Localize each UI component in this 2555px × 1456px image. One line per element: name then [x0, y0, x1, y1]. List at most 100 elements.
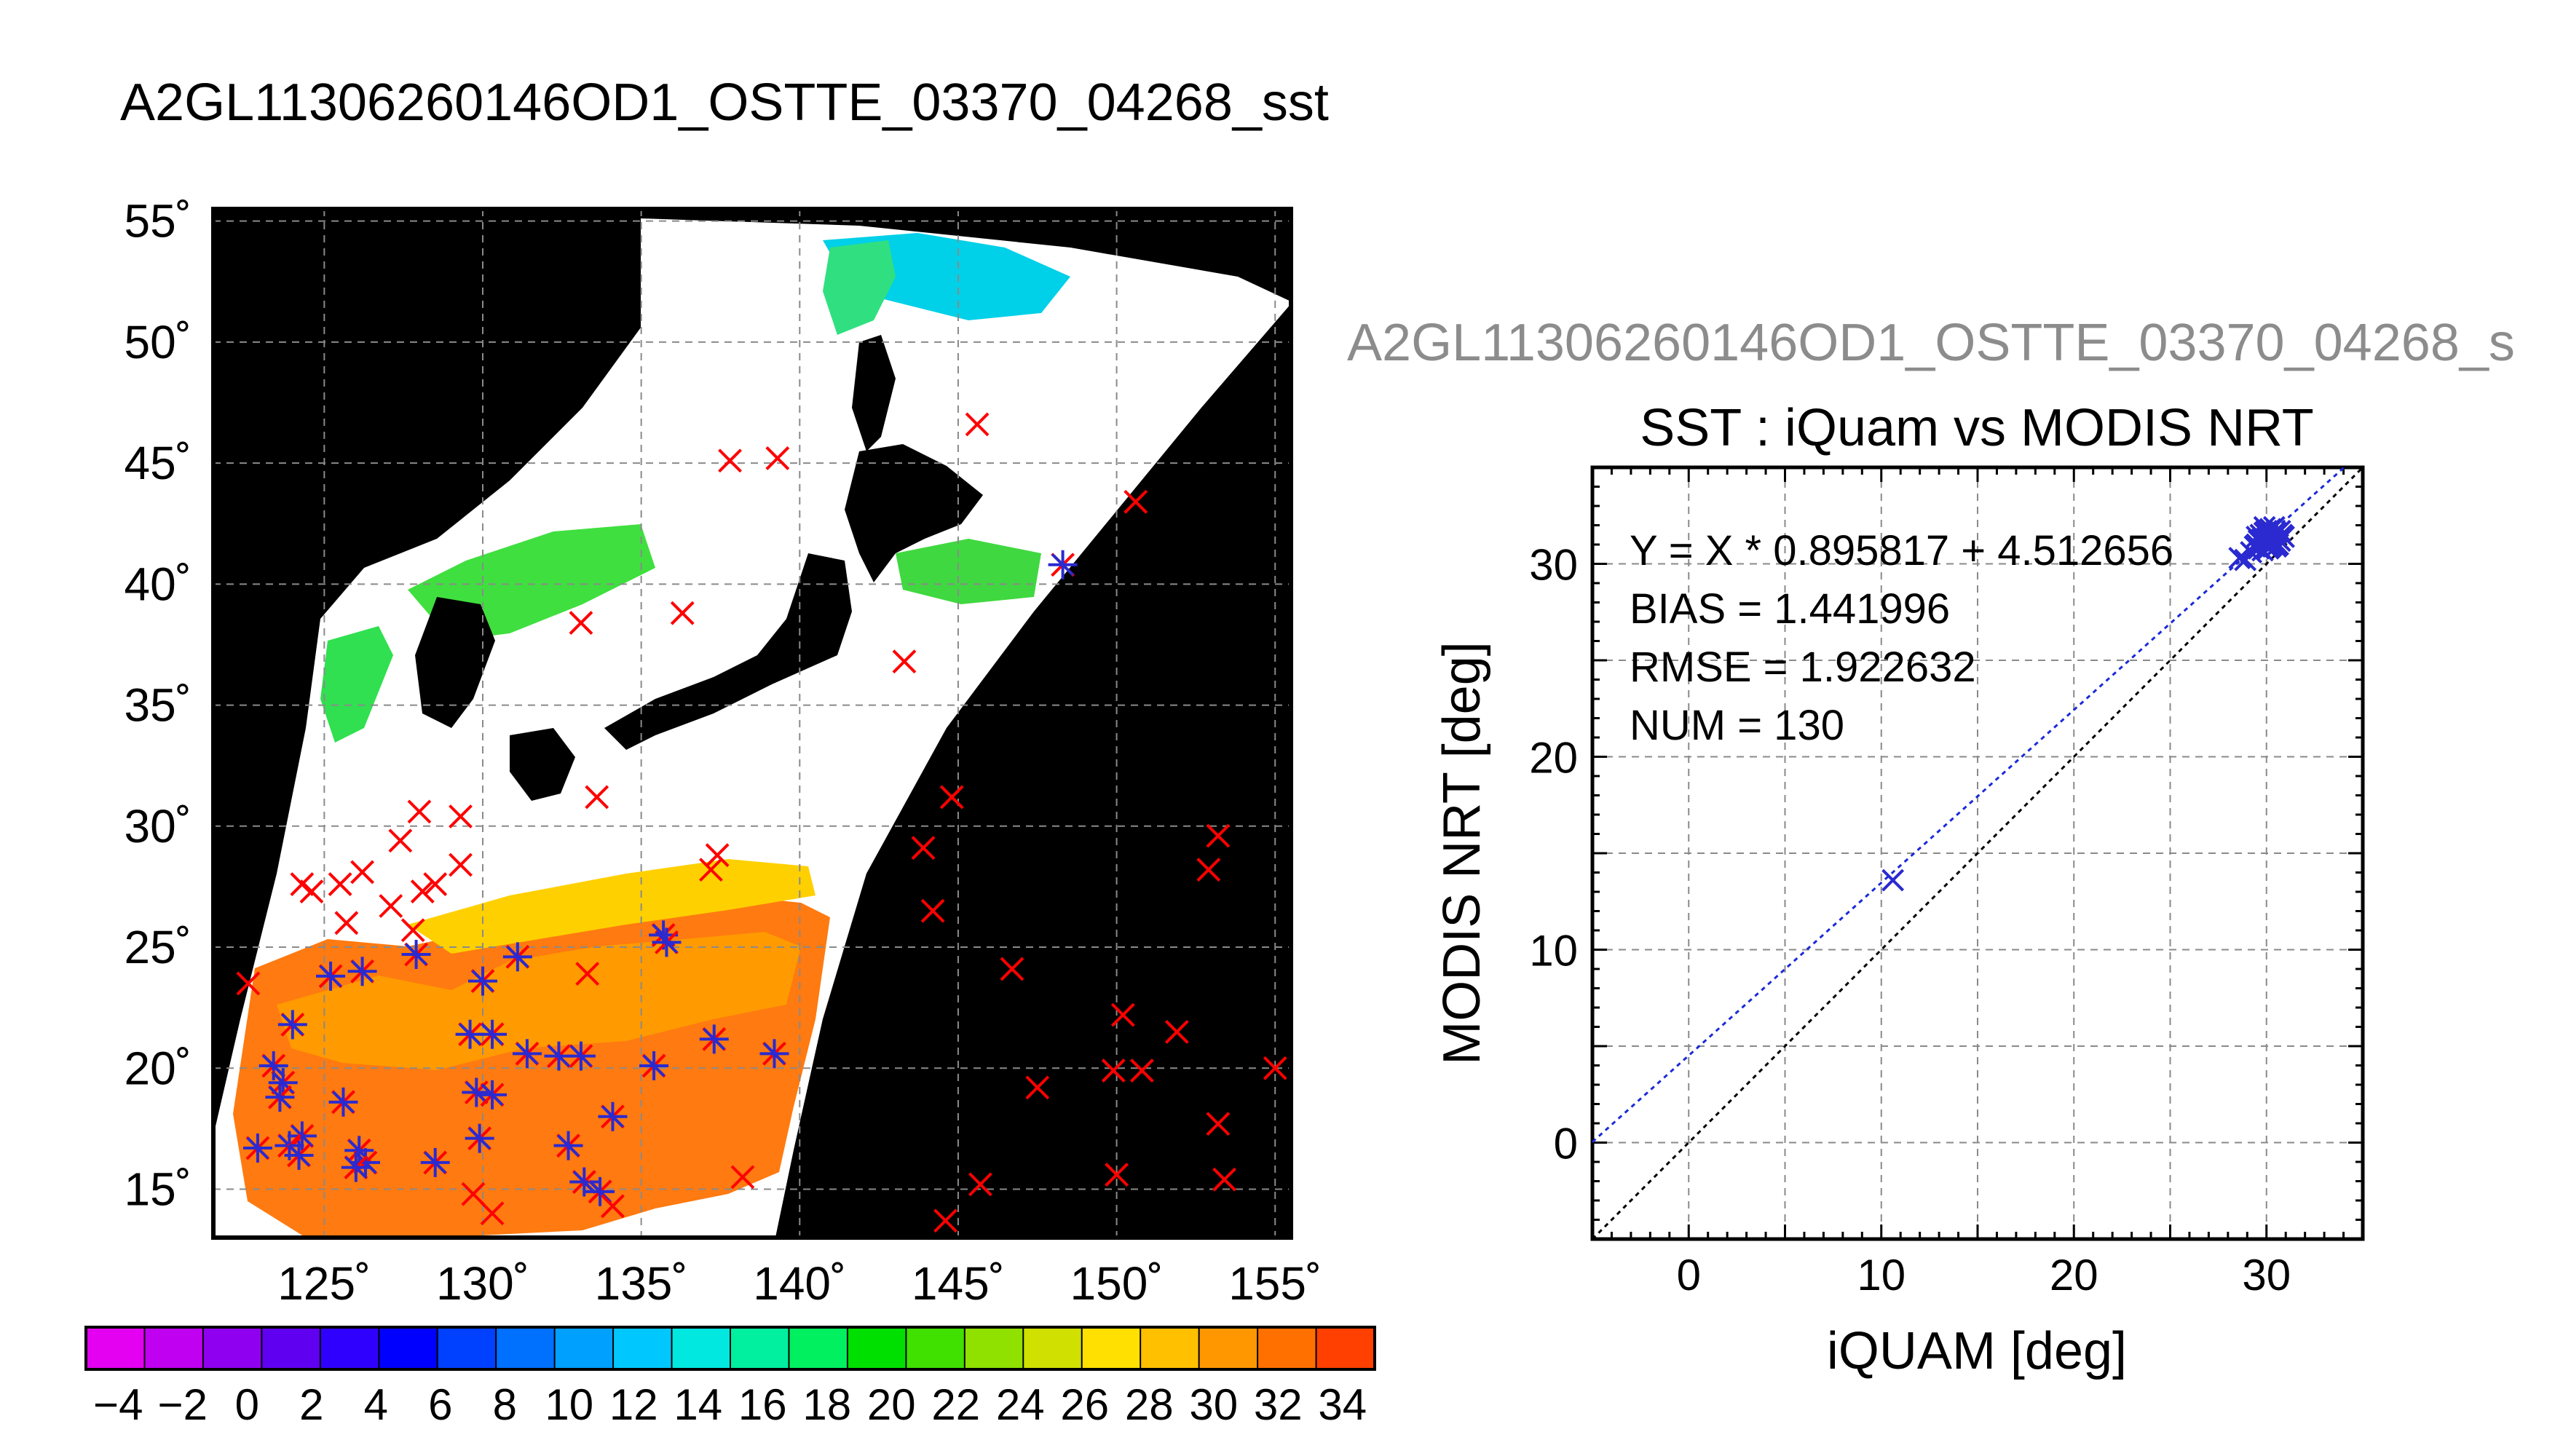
map-marker-insitu-stroke-b — [334, 911, 359, 935]
colorbar: −4 −2 0 2 4 6 8 10 12 14 16 18 20 22 24 26 28 30 32 34 — [84, 1326, 1376, 1429]
map-marker-insitu — [1025, 1075, 1050, 1100]
colorbar-tick-label: 24 — [996, 1380, 1045, 1429]
scatter-point-stroke-b — [1881, 869, 1905, 892]
map-marker-insitu-stroke-b — [1196, 858, 1221, 882]
map-marker-insitu — [1206, 823, 1231, 848]
map-marker-matched-d1 — [572, 1171, 596, 1193]
map-marker-insitu — [892, 649, 917, 674]
map-marker-insitu-stroke-b — [1000, 957, 1024, 981]
map-marker-insitu-stroke-b — [449, 804, 473, 828]
map-marker-insitu-stroke-b — [1263, 1056, 1287, 1080]
map-marker-insitu — [698, 858, 723, 882]
colorbar-tick-label: 22 — [931, 1380, 980, 1429]
map-marker-matched — [242, 1133, 272, 1163]
map-marker-insitu-stroke-b — [350, 860, 375, 885]
colorbar-tick-label: 30 — [1189, 1380, 1238, 1429]
map-marker-matched-d1 — [288, 1144, 310, 1167]
map-marker-insitu-stroke-b — [236, 971, 261, 996]
map-marker-matched-d1 — [319, 965, 342, 988]
map-marker-insitu-stroke-b — [1025, 1075, 1050, 1100]
colorbar-tick-label: 8 — [493, 1380, 517, 1429]
map-marker-insitu — [334, 911, 359, 935]
map-ytick-label: 55˚ — [125, 195, 192, 248]
colorbar-cell — [613, 1327, 673, 1369]
map-marker-insitu-stroke-b — [965, 412, 990, 437]
map-marker-insitu-stroke-b — [407, 799, 432, 824]
scatter-stat-line: Y = X * 0.895817 + 4.512656 — [1630, 527, 2173, 574]
map-marker-insitu-stroke-b — [388, 828, 413, 853]
map-marker-matched-d1 — [601, 1105, 624, 1128]
fit-line — [1591, 466, 2345, 1143]
map-marker-insitu-stroke-b — [1206, 1112, 1231, 1136]
scatter-chart: SST : iQuam vs MODIS NRT 0 10 20 300102030 … — [1433, 399, 2365, 1380]
map-marker-matched-d1 — [332, 1091, 355, 1114]
map-marker-insitu-stroke-b — [379, 894, 403, 918]
map-marker-matched-d1 — [569, 1045, 593, 1068]
map-marker-insitu — [1263, 1056, 1287, 1080]
scatter-tick-labels: 0 10 20 30 0 10 20 30 — [1529, 466, 2364, 1299]
scatter-xlabel: iQUAM [deg] — [1827, 1322, 2127, 1380]
map-marker-matched-d1 — [465, 1081, 488, 1104]
map-marker-insitu-stroke-b — [585, 785, 609, 810]
map-marker-insitu-stroke-b — [1212, 1167, 1237, 1192]
map-xtick-label: 125˚ — [277, 1257, 371, 1310]
map-marker-matched-d1 — [506, 945, 529, 968]
map-marker-insitu — [236, 971, 261, 996]
map-marker-insitu-stroke-b — [1164, 1019, 1189, 1044]
map-marker-insitu-stroke-b — [575, 962, 600, 986]
map-marker-insitu — [350, 860, 375, 885]
secondary-title: A2GL11306260146OD1_OSTTE_03370_04268_s — [1347, 314, 2515, 372]
map-ytick-label: 40˚ — [125, 558, 192, 610]
map-marker-insitu — [920, 898, 945, 923]
colorbar-cell — [1081, 1327, 1142, 1369]
map-marker-matched-d1 — [516, 1042, 539, 1065]
map-marker-insitu — [911, 836, 936, 860]
map-marker-matched-d1 — [291, 1124, 314, 1147]
map-marker-matched-d1 — [459, 1023, 482, 1046]
map-marker-insitu — [1101, 1059, 1126, 1083]
map-marker-insitu — [423, 872, 448, 897]
map-xtick-label: 145˚ — [912, 1257, 1005, 1310]
map-ytick-label: 20˚ — [125, 1042, 192, 1094]
map-marker-insitu-stroke-b — [1110, 1002, 1135, 1027]
colorbar-cell — [1316, 1327, 1375, 1369]
map-xtick-label: 135˚ — [595, 1257, 688, 1310]
colorbar-tick-label: 28 — [1125, 1380, 1174, 1429]
colorbar-cell — [730, 1327, 790, 1369]
map-marker-insitu — [299, 879, 324, 903]
colorbar-tick-label: 32 — [1254, 1380, 1303, 1429]
scatter-ytick-label: 30 — [1529, 541, 1578, 590]
land-honshu — [604, 553, 852, 750]
map-marker-matched — [468, 966, 497, 996]
map-marker-insitu-stroke-b — [698, 858, 723, 882]
map-marker-matched-d1 — [481, 1023, 504, 1046]
map-tick-labels: 125˚ 130˚ 135˚ 140˚ 145˚ 150˚ 155˚ 55˚ 50˚ 45˚ 40˚… — [125, 195, 1322, 1310]
map-marker-insitu-stroke-b — [718, 448, 742, 473]
scatter-point-stroke-b — [2228, 547, 2251, 569]
map-marker-insitu — [939, 785, 964, 810]
map-ytick-label: 35˚ — [125, 679, 192, 732]
scatter-ytick-label: 20 — [1529, 734, 1578, 783]
map-marker-insitu-stroke-b — [730, 1165, 755, 1190]
map-marker-insitu — [705, 843, 730, 868]
colorbar-cell — [964, 1327, 1024, 1369]
map-marker-matched — [699, 1024, 729, 1054]
map-marker-insitu — [400, 918, 425, 943]
colorbar-cell — [261, 1327, 321, 1369]
scatter-stats: Y = X * 0.895817 + 4.512656 BIAS = 1.4419… — [1630, 527, 2173, 749]
map-marker-insitu-stroke-b — [1206, 823, 1231, 848]
scatter-point — [2247, 537, 2270, 560]
map-marker-matched — [566, 1041, 596, 1071]
map-marker-insitu-stroke-b — [410, 879, 435, 903]
map-marker-matched — [258, 1051, 288, 1080]
colorbar-cell — [671, 1327, 731, 1369]
map-frame-group: 125˚ 130˚ 135˚ 140˚ 145˚ 150˚ 155˚ 55˚ 50˚ 45˚ 40˚… — [125, 195, 1322, 1310]
map-marker-matched — [316, 961, 346, 991]
scatter-ytick-label: 0 — [1554, 1120, 1578, 1168]
map-marker-matched-d1 — [424, 1151, 447, 1174]
map-marker-matched-d1 — [557, 1134, 580, 1158]
map-markers — [236, 412, 1287, 1233]
map-marker-matched-d1 — [471, 970, 494, 992]
map-marker-insitu — [670, 601, 695, 625]
swath-green-patch-e — [896, 539, 1041, 604]
